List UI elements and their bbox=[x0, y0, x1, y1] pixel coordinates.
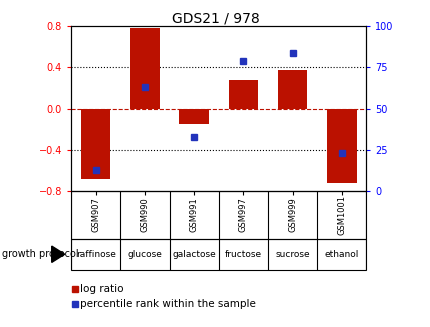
Text: GSM997: GSM997 bbox=[238, 198, 247, 232]
Bar bbox=[179, 109, 209, 124]
Text: galactose: galactose bbox=[172, 250, 215, 259]
Bar bbox=[130, 28, 160, 109]
Text: GSM907: GSM907 bbox=[91, 198, 100, 232]
Text: GSM999: GSM999 bbox=[287, 198, 296, 232]
Text: sucrose: sucrose bbox=[275, 250, 309, 259]
Bar bbox=[228, 80, 258, 109]
Text: growth protocol: growth protocol bbox=[2, 249, 79, 259]
Text: raffinose: raffinose bbox=[76, 250, 115, 259]
Text: GDS21 / 978: GDS21 / 978 bbox=[171, 11, 259, 26]
Polygon shape bbox=[52, 246, 64, 262]
Text: ethanol: ethanol bbox=[324, 250, 358, 259]
Text: glucose: glucose bbox=[127, 250, 162, 259]
Text: percentile rank within the sample: percentile rank within the sample bbox=[80, 299, 255, 309]
Bar bbox=[81, 109, 110, 179]
Text: GSM990: GSM990 bbox=[140, 198, 149, 232]
Text: fructose: fructose bbox=[224, 250, 261, 259]
Text: GSM1001: GSM1001 bbox=[336, 195, 345, 235]
Bar bbox=[326, 109, 356, 183]
Text: log ratio: log ratio bbox=[80, 284, 123, 294]
Bar bbox=[277, 70, 307, 109]
Text: GSM991: GSM991 bbox=[189, 198, 198, 232]
